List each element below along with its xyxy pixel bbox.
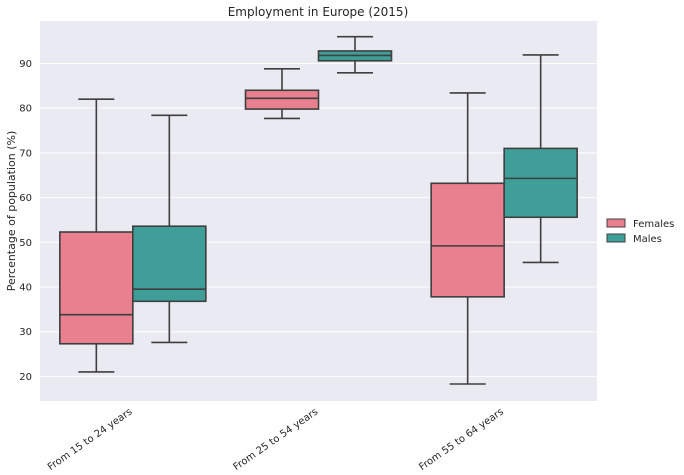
- y-tick-label: 30: [19, 327, 32, 338]
- box-iqr: [244, 89, 320, 110]
- box-males-0: [132, 114, 207, 344]
- box-males-2: [503, 54, 578, 264]
- y-axis-label: Percentage of population (%): [5, 131, 18, 292]
- legend-swatch-females: [606, 218, 626, 228]
- y-tick-label: 70: [19, 148, 32, 159]
- box-iqr: [132, 225, 207, 303]
- box-males-1: [317, 35, 393, 74]
- x-tick-label: From 55 to 64 years: [417, 406, 506, 473]
- box-females-2: [430, 92, 505, 385]
- y-tick-label: 90: [19, 59, 32, 70]
- legend: Females Males: [606, 218, 674, 245]
- box-layer: [59, 35, 578, 385]
- box-females-1: [244, 68, 320, 120]
- y-tick-label: 40: [19, 283, 32, 294]
- y-tick-label: 80: [19, 104, 32, 115]
- legend-label-females: Females: [633, 219, 674, 230]
- box-iqr: [503, 147, 578, 219]
- legend-swatch-males: [606, 233, 626, 243]
- box-iqr: [430, 182, 505, 298]
- legend-label-males: Males: [633, 234, 662, 245]
- box-iqr: [59, 231, 134, 345]
- x-tick-label: From 25 to 54 years: [232, 406, 321, 473]
- x-tick-label: From 15 to 24 years: [46, 406, 135, 473]
- box-females-0: [59, 98, 134, 373]
- y-tick-label: 50: [19, 238, 32, 249]
- xtick-layer: From 15 to 24 years From 25 to 54 years Fr…: [46, 406, 506, 473]
- y-tick-label: 20: [19, 372, 32, 383]
- y-tick-label: 60: [19, 193, 32, 204]
- ytick-layer: 20 30 40 50 60 70 80 90: [19, 59, 32, 383]
- chart-title: Employment in Europe (2015): [228, 5, 409, 19]
